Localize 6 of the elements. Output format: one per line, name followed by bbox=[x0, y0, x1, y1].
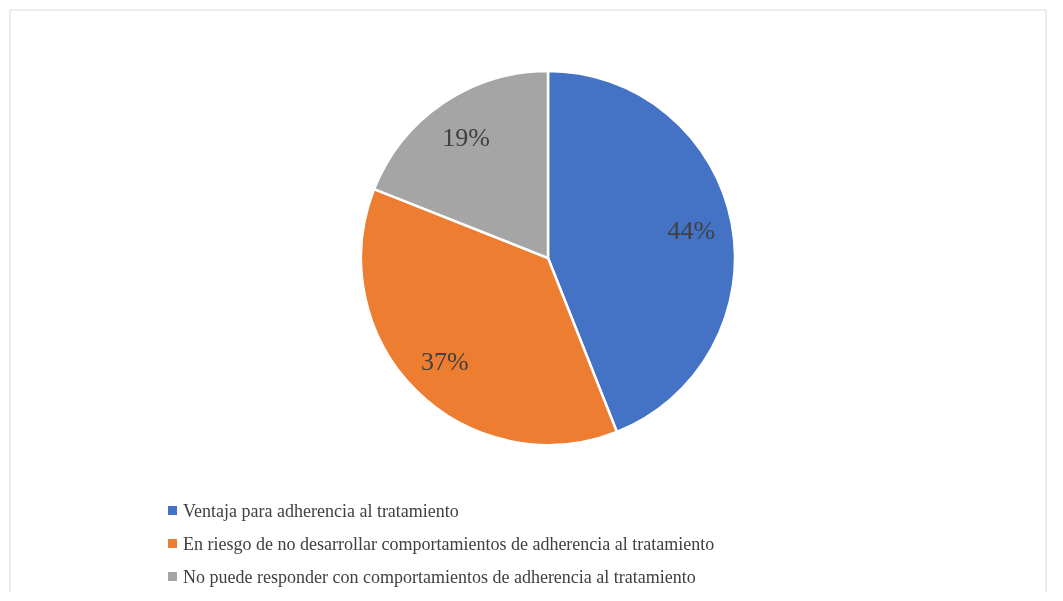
data-label: 37% bbox=[421, 346, 469, 376]
data-label: 19% bbox=[442, 122, 490, 152]
legend-label: No puede responder con comportamientos de adherencia al tratamiento bbox=[183, 567, 696, 587]
legend-label: Ventaja para adherencia al tratamiento bbox=[183, 501, 459, 521]
data-label: 44% bbox=[667, 216, 716, 246]
legend-label: En riesgo de no desarrollar comportamientos de adherencia al tratamiento bbox=[183, 534, 715, 554]
